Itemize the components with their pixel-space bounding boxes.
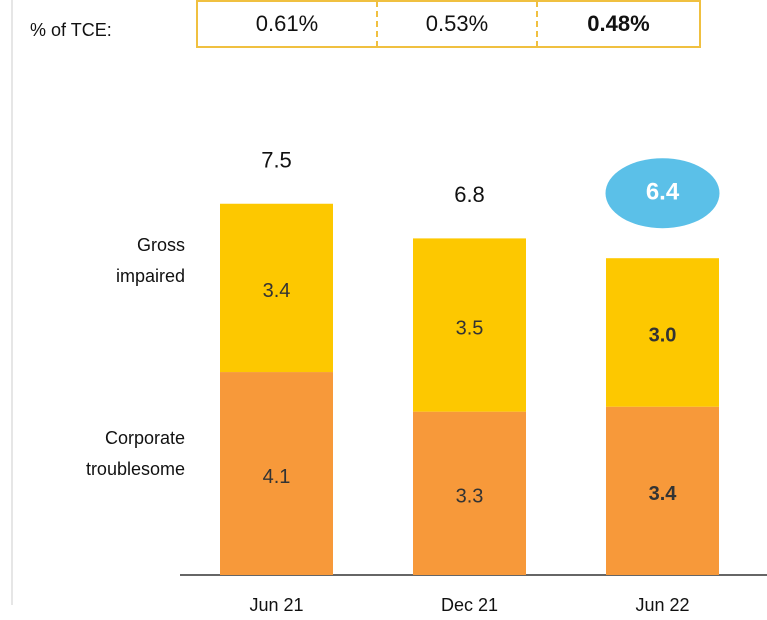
tce-value: 0.61% xyxy=(256,11,318,36)
bar-segment xyxy=(220,203,333,373)
value-label: 3.4 xyxy=(263,280,291,302)
x-tick-label: Jun 22 xyxy=(635,595,689,615)
value-label: 3.3 xyxy=(456,486,484,508)
tce-value: 0.48% xyxy=(587,11,649,36)
total-label: 7.5 xyxy=(261,148,292,173)
tce-value: 0.53% xyxy=(426,11,488,36)
value-label: 4.1 xyxy=(263,466,291,488)
total-highlight xyxy=(605,158,720,229)
bar-segment xyxy=(413,238,526,412)
bar-segment xyxy=(220,372,333,575)
total-label: 6.8 xyxy=(454,182,485,207)
series-label: Corporate troublesome xyxy=(85,428,185,479)
value-label: 3.4 xyxy=(649,483,678,505)
value-label: 3.5 xyxy=(456,317,484,339)
bar-segment xyxy=(606,258,719,407)
total-label: 6.4 xyxy=(646,179,680,206)
tce-label: % of TCE: xyxy=(30,20,112,40)
bar-segment xyxy=(413,411,526,575)
x-tick-label: Dec 21 xyxy=(441,595,498,615)
bar-segment xyxy=(606,406,719,575)
series-label: Gross impaired xyxy=(115,235,185,286)
tce-box xyxy=(196,0,701,48)
x-tick-label: Jun 21 xyxy=(249,595,303,615)
value-label: 3.0 xyxy=(649,325,677,347)
